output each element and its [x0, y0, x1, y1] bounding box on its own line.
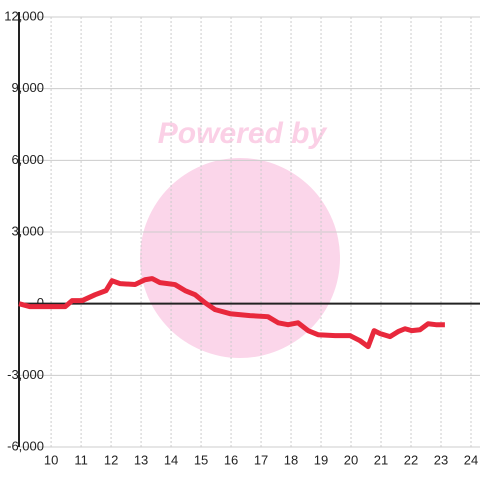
x-tick-label: 17	[254, 452, 268, 467]
x-tick-label: 24	[464, 452, 478, 467]
x-tick-label: 15	[194, 452, 208, 467]
x-tick-label: 10	[44, 452, 58, 467]
x-tick-label: 22	[404, 452, 418, 467]
y-tick-label: 6,000	[11, 152, 44, 167]
x-tick-label: 18	[284, 452, 298, 467]
x-tick-label: 20	[344, 452, 358, 467]
data-line	[18, 276, 445, 350]
x-tick-label: 14	[164, 452, 178, 467]
y-tick-label: -6,000	[7, 438, 44, 453]
x-tick-label: 16	[224, 452, 238, 467]
x-tick-label: 11	[74, 452, 88, 467]
y-tick-label: 12,000	[4, 8, 44, 23]
x-tick-label: 13	[134, 452, 148, 467]
y-tick-label: 3,000	[11, 223, 44, 238]
x-tick-label: 21	[374, 452, 388, 467]
watermark: Powered by	[158, 117, 328, 150]
y-tick-label: 9,000	[11, 80, 44, 95]
watermark-logo	[140, 158, 340, 358]
y-tick-label: -3,000	[7, 367, 44, 382]
x-tick-label: 12	[104, 452, 118, 467]
x-tick-label: 19	[314, 452, 328, 467]
y-tick-label: 0	[37, 295, 44, 310]
x-tick-label: 23	[434, 452, 448, 467]
